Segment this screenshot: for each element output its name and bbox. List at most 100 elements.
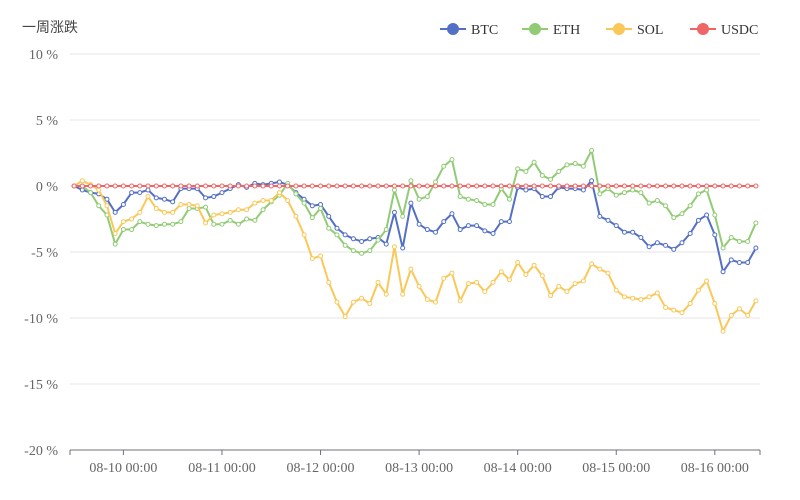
data-point <box>342 314 348 320</box>
data-point <box>441 163 447 169</box>
data-point <box>523 168 529 174</box>
data-point <box>186 205 192 211</box>
data-point <box>679 183 685 189</box>
data-point <box>375 183 381 189</box>
data-point <box>211 183 217 189</box>
data-point <box>605 217 611 223</box>
data-point <box>342 232 348 238</box>
data-point <box>203 195 209 201</box>
data-point <box>383 227 389 233</box>
data-point <box>589 261 595 267</box>
data-point <box>621 190 627 196</box>
data-point <box>449 183 455 189</box>
data-point <box>178 183 184 189</box>
data-point <box>671 307 677 313</box>
data-point <box>736 306 742 312</box>
data-point <box>145 187 151 193</box>
data-point <box>474 198 480 204</box>
data-point <box>367 236 373 242</box>
data-point <box>383 183 389 189</box>
data-point <box>309 256 315 262</box>
data-point <box>276 179 282 185</box>
data-point <box>498 183 504 189</box>
data-point <box>260 183 266 189</box>
data-point <box>408 266 414 272</box>
data-point <box>260 198 266 204</box>
data-point <box>318 205 324 211</box>
data-point <box>137 190 143 196</box>
data-point <box>424 183 430 189</box>
data-point <box>96 187 102 193</box>
data-point <box>736 238 742 244</box>
data-point <box>433 229 439 235</box>
data-point <box>301 232 307 238</box>
data-point <box>638 297 644 303</box>
data-point <box>194 203 200 209</box>
data-point <box>424 194 430 200</box>
data-point <box>153 195 159 201</box>
data-point <box>556 183 562 189</box>
data-point <box>252 217 258 223</box>
legend-item-sol: SOL <box>606 23 663 38</box>
data-point <box>375 237 381 243</box>
data-point <box>235 221 241 227</box>
data-point <box>605 270 611 276</box>
data-point <box>490 183 496 189</box>
series-line <box>73 179 757 273</box>
data-point <box>695 287 701 293</box>
data-point <box>621 294 627 300</box>
data-point <box>679 240 685 246</box>
data-point <box>753 298 759 304</box>
data-point <box>638 183 644 189</box>
data-point <box>465 196 471 202</box>
data-point <box>687 183 693 189</box>
series-line <box>73 179 757 333</box>
data-point <box>457 298 463 304</box>
data-point <box>153 205 159 211</box>
data-point <box>350 248 356 254</box>
data-point <box>712 183 718 189</box>
data-point <box>597 266 603 272</box>
data-point <box>203 204 209 210</box>
y-tick-label: 0 % <box>36 180 59 195</box>
data-point <box>244 216 250 222</box>
data-point <box>350 236 356 242</box>
data-point <box>712 300 718 306</box>
data-point <box>96 183 102 189</box>
data-point <box>129 190 135 196</box>
data-point <box>293 183 299 189</box>
data-point <box>293 213 299 219</box>
data-point <box>712 212 718 218</box>
data-point <box>153 223 159 229</box>
data-point <box>318 201 324 207</box>
data-point <box>194 183 200 189</box>
data-point <box>260 207 266 213</box>
data-point <box>556 168 562 174</box>
data-point <box>580 187 586 193</box>
axis-layer: 10 % 5 % 0 % -5 % -10 % -15 % -20 % 08-10 00:00… <box>24 48 761 476</box>
x-tick-label: 08-11 00:00 <box>188 461 256 476</box>
data-point <box>457 227 463 233</box>
data-point <box>498 269 504 275</box>
data-point <box>482 289 488 295</box>
data-point <box>120 219 126 225</box>
data-point <box>753 245 759 251</box>
data-point <box>112 231 118 237</box>
data-point <box>408 200 414 206</box>
data-point <box>745 312 751 318</box>
data-point <box>531 262 537 268</box>
data-point <box>186 201 192 207</box>
data-point <box>654 198 660 204</box>
data-point <box>391 187 397 193</box>
legend-label: BTC <box>471 23 498 38</box>
data-point <box>539 194 545 200</box>
data-point <box>515 183 521 189</box>
data-point <box>548 176 554 182</box>
data-point <box>219 183 225 189</box>
y-tick-label: -15 % <box>24 378 58 393</box>
data-point <box>104 183 110 189</box>
data-point <box>145 183 151 189</box>
data-point <box>572 281 578 287</box>
data-point <box>613 287 619 293</box>
